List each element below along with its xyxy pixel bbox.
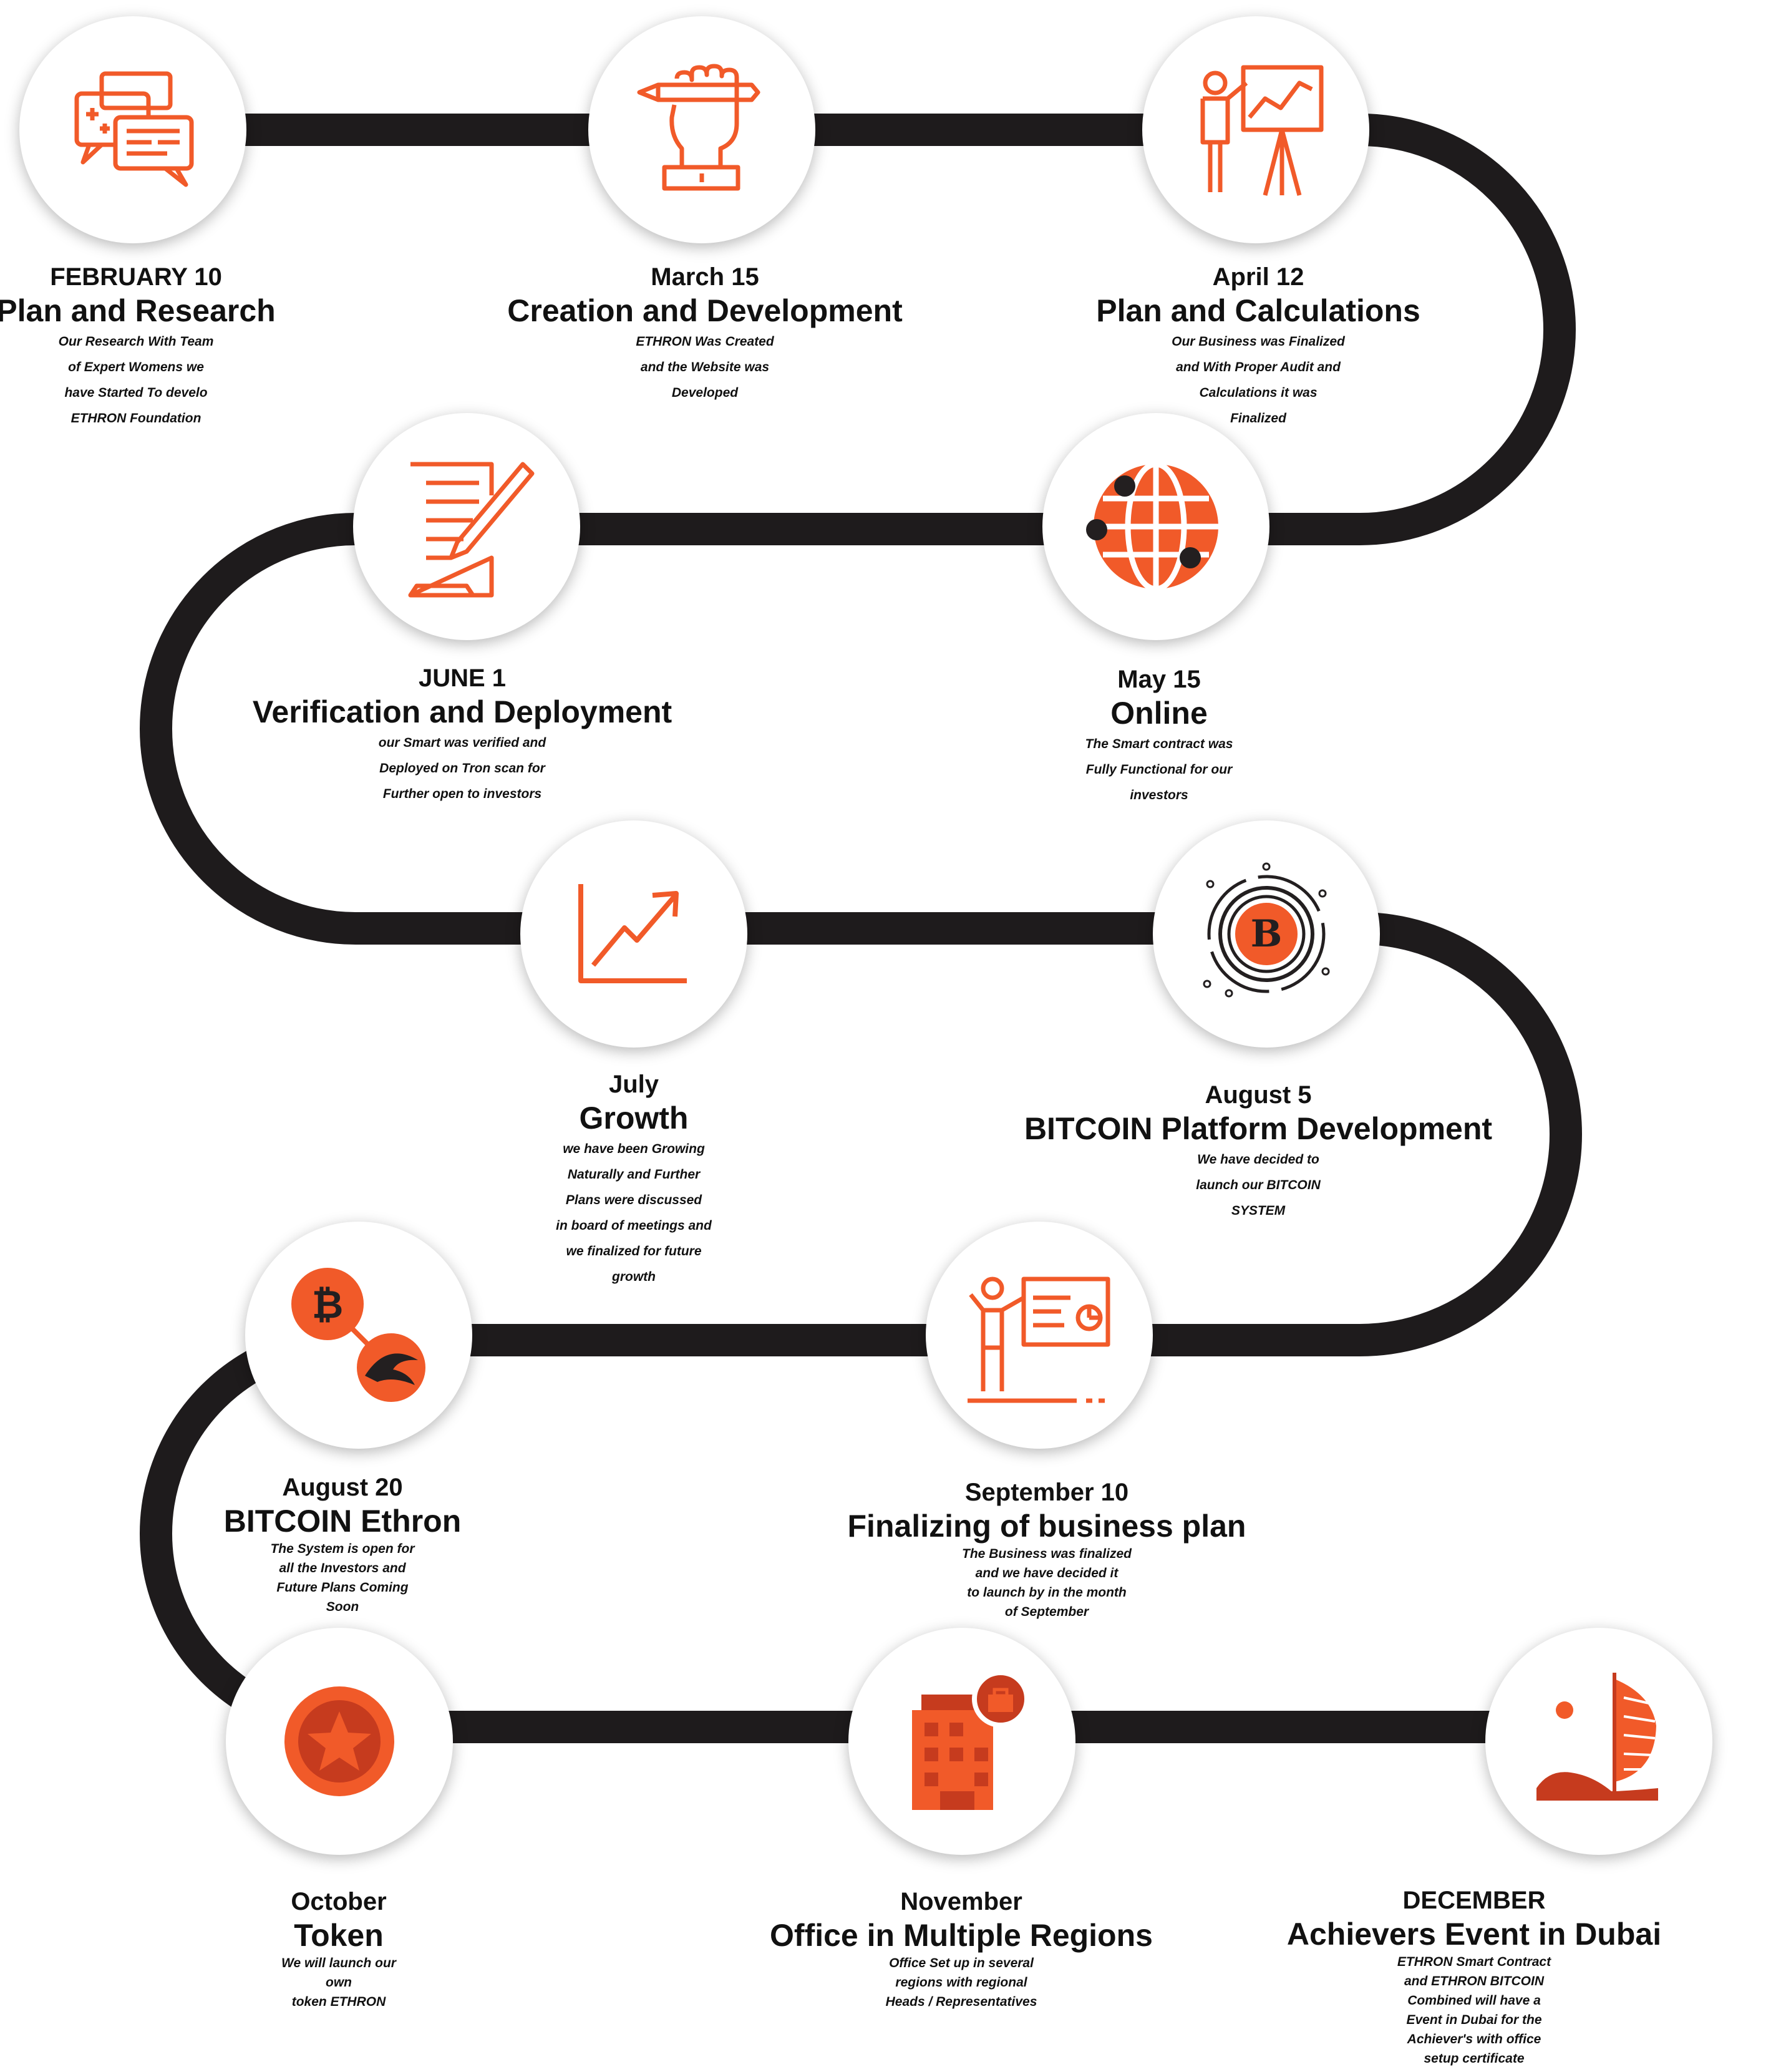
svg-text:₿: ₿ [312,1282,344,1327]
milestone-oct: October Token We will launch our own toke… [70,1886,607,2011]
bitcoin-orbit-icon: B [1203,862,1330,998]
milestone-date: April 12 [1212,263,1304,291]
milestone-circle-mar [588,16,815,243]
milestone-description: Office Set up in several regions with reg… [885,1956,1037,2009]
bitcoin-ethron-link-icon: ₿ [291,1268,425,1402]
milestone-description: our Smart was verified and Deployed on Tr… [378,736,546,801]
road-path [133,114,1672,1743]
hand-holding-pencil-icon [637,64,760,191]
milestone-sep: September 10 Finalizing of business plan… [779,1477,1315,1622]
milestone-circle-jul [520,820,747,1048]
milestone-mar: March 15 Creation and Development ETHRON… [437,261,973,406]
milestone-title: Online [1110,696,1208,731]
milestone-feb: FEBRUARY 10 Plan and Research Our Resear… [0,261,404,431]
milestone-aug20: August 20 BITCOIN Ethron The System is o… [74,1472,611,1617]
milestone-description: We will launch our own token ETHRON [281,1956,396,2009]
milestone-circle-dec [1485,1628,1712,1855]
milestone-title: Token [294,1918,384,1953]
milestone-circle-oct [226,1628,453,1855]
milestone-circle-jun [353,413,580,640]
milestone-circle-feb [19,16,246,243]
milestone-date: October [291,1888,387,1915]
milestone-title: Verification and Deployment [252,694,672,729]
milestone-title: Plan and Calculations [1096,293,1420,328]
milestone-date: FEBRUARY 10 [50,263,222,291]
presenter-board-icon [968,1277,1110,1403]
milestone-description: The Smart contract was Fully Functional f… [1085,737,1233,802]
milestone-description: We have decided to launch our BITCOIN SYS… [1196,1152,1321,1218]
milestone-date: August 5 [1205,1081,1312,1109]
milestone-jun: JUNE 1 Verification and Deployment our S… [194,663,730,807]
milestone-date: August 20 [282,1474,403,1501]
milestone-date: JUNE 1 [418,664,507,692]
milestone-circle-aug5: B [1153,820,1380,1048]
milestone-may: May 15 Online The Smart contract was Full… [891,664,1427,808]
milestone-description: ETHRON Was Created and the Website was De… [636,334,774,400]
star-token-icon [284,1686,394,1796]
milestone-nov: November Office in Multiple Regions Offi… [693,1886,1230,2011]
office-building-icon [912,1670,1029,1810]
milestone-aug5: August 5 BITCOIN Platform Development We… [990,1079,1526,1223]
milestone-circle-aug20: ₿ [245,1222,472,1449]
milestone-circle-sep [926,1222,1153,1449]
globe-network-icon [1086,461,1218,592]
milestone-description: The Business was finalized and we have de… [962,1547,1132,1619]
chat-bubbles-icon [74,71,194,187]
growth-chart-icon [578,884,687,983]
milestone-date: DECEMBER [1402,1887,1546,1914]
milestone-date: July [608,1071,659,1098]
milestone-date: May 15 [1117,666,1201,693]
milestone-date: September 10 [964,1479,1129,1506]
milestone-circle-nov [848,1628,1075,1855]
milestone-description: we have been Growing Naturally and Furthe… [556,1142,712,1284]
milestone-title: Office in Multiple Regions [770,1918,1153,1953]
milestone-title: Growth [579,1101,689,1136]
milestone-description: The System is open for all the Investors … [270,1542,415,1614]
milestone-circle-apr [1142,16,1369,243]
dubai-burj-al-arab-icon [1536,1673,1658,1801]
presentation-easel-icon [1200,65,1324,196]
milestone-title: BITCOIN Ethron [223,1504,462,1539]
milestone-jul: July Growth we have been Growing Naturall… [366,1069,902,1290]
milestone-title: Creation and Development [507,293,903,328]
milestone-description: ETHRON Smart Contract and ETHRON BITCOIN … [1397,1955,1551,2066]
milestone-title: BITCOIN Platform Development [1024,1111,1493,1146]
svg-text:B: B [1251,912,1283,956]
milestone-title: Achievers Event in Dubai [1286,1917,1662,1952]
milestone-date: November [900,1888,1022,1915]
document-pencil-icon [408,462,535,598]
milestone-apr: April 12 Plan and Calculations Our Busin… [990,261,1526,431]
milestone-title: Finalizing of business plan [847,1509,1246,1544]
milestone-description: Our Research With Team of Expert Womens w… [58,334,214,426]
milestone-description: Our Business was Finalized and With Prope… [1172,334,1345,426]
milestone-date: March 15 [651,263,759,291]
milestone-dec: DECEMBER Achievers Event in Dubai ETHRON… [1250,1885,1699,2068]
milestone-circle-may [1042,413,1269,640]
milestone-title: Plan and Research [0,293,276,328]
